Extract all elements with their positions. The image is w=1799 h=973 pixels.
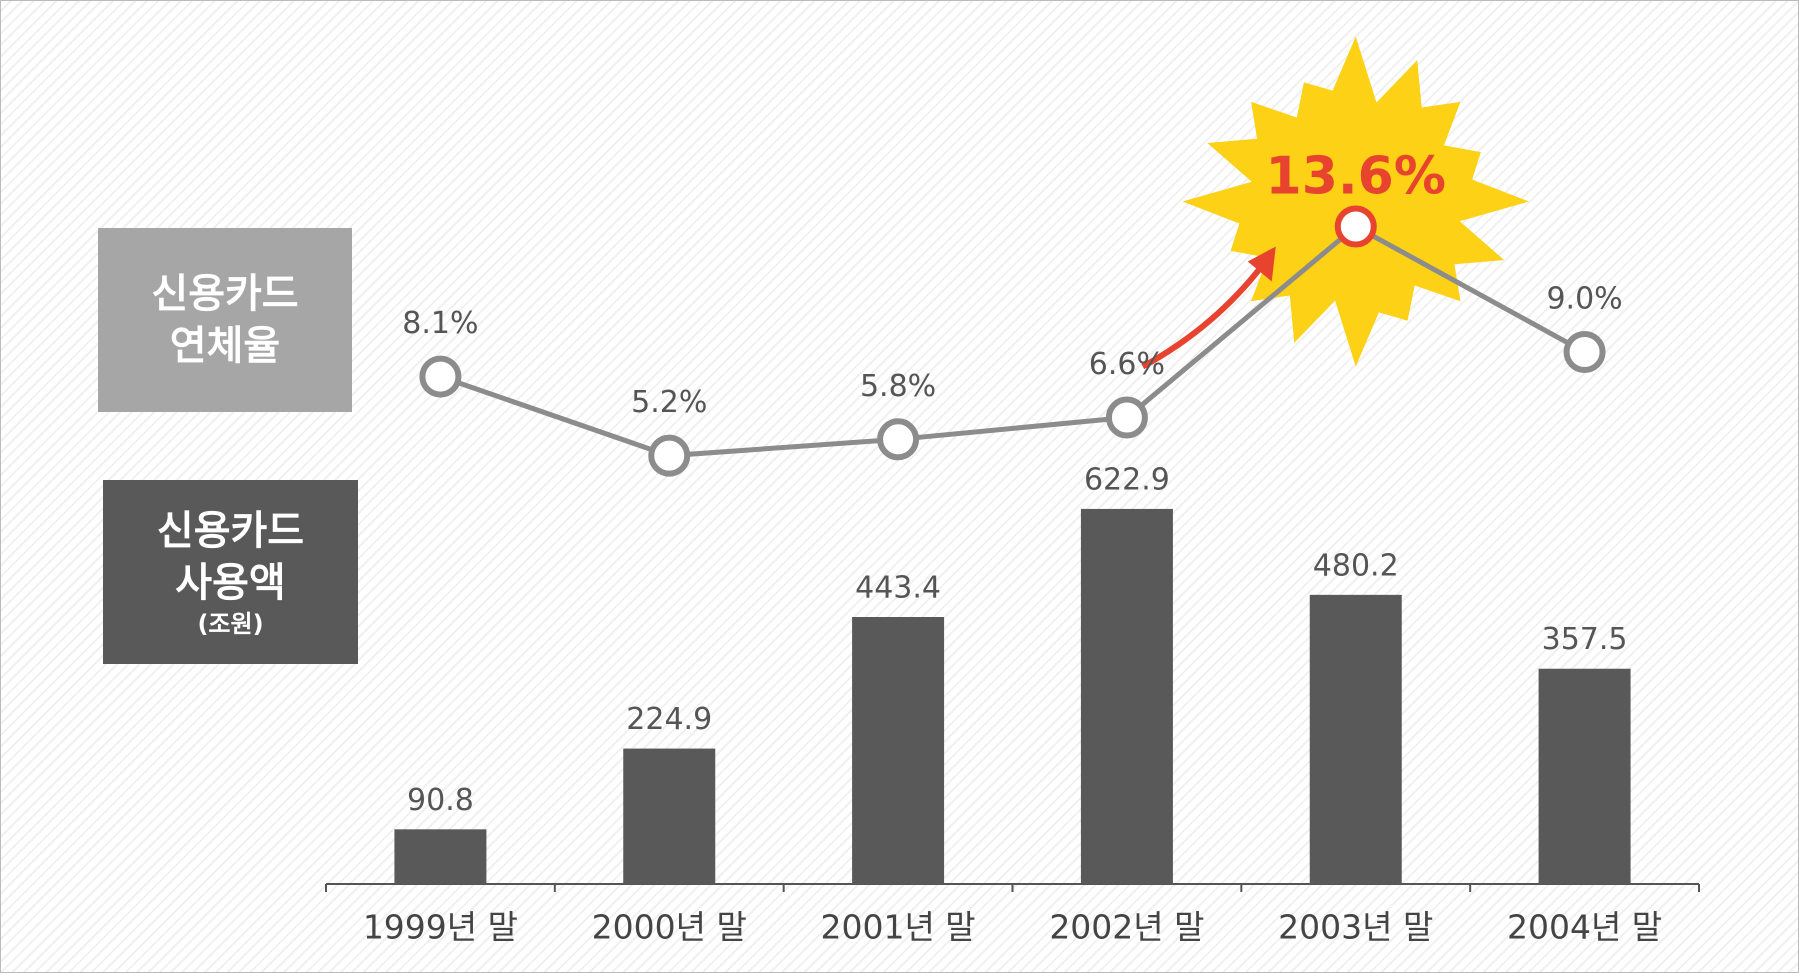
bar <box>394 829 486 884</box>
data-label: 443.4 <box>855 571 941 606</box>
data-label: 5.2% <box>631 385 707 420</box>
data-label: 480.2 <box>1313 548 1399 583</box>
line-point <box>1567 334 1603 370</box>
line-point <box>1109 399 1145 435</box>
data-label: 90.8 <box>407 783 474 818</box>
legend-box: 신용카드 연체율 <box>98 228 352 412</box>
line-point <box>1338 209 1374 245</box>
data-label: 13.6% <box>1266 147 1446 207</box>
x-tick-label: 2002년 말 <box>1049 908 1204 947</box>
data-label: 9.0% <box>1546 282 1622 317</box>
x-tick-label: 2001년 말 <box>820 908 975 947</box>
bar <box>1310 595 1402 884</box>
line-point <box>651 438 687 474</box>
data-label: 8.1% <box>402 306 478 341</box>
unit-label: (조원) <box>197 609 263 639</box>
data-label: 622.9 <box>1084 462 1170 497</box>
bar <box>852 617 944 884</box>
x-tick-label: 2004년 말 <box>1507 908 1662 947</box>
x-tick-label: 1999년 말 <box>363 908 518 947</box>
legend-label: 신용카드 사용액 <box>136 505 326 609</box>
chart: 1999년 말 2000년 말 2001년 말 2002년 말 2003년 말 2004년… <box>0 0 1799 973</box>
x-tick-label: 2003년 말 <box>1278 908 1433 947</box>
data-label: 357.5 <box>1542 622 1628 657</box>
legend-label: 신용카드 연체율 <box>130 268 320 372</box>
data-label: 6.6% <box>1089 347 1165 382</box>
data-label: 5.8% <box>860 369 936 404</box>
line-point <box>880 421 916 457</box>
x-tick-label: 2000년 말 <box>592 908 747 947</box>
bar <box>623 749 715 884</box>
data-label: 224.9 <box>626 702 712 737</box>
bar <box>1539 669 1631 884</box>
legend-box: 신용카드 사용액 (조원) <box>103 480 358 664</box>
line-point <box>422 359 458 395</box>
bar <box>1081 509 1173 884</box>
